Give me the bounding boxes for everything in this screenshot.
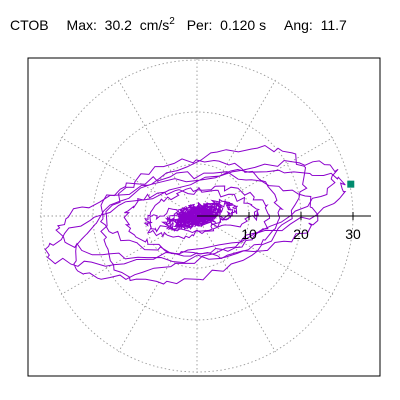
max-value: 30.2 (104, 17, 132, 33)
grid-spoke-60 (196, 79, 276, 217)
tick-label-30: 30 (345, 226, 361, 242)
max-amplitude-marker (347, 180, 355, 188)
orbit-segment (100, 158, 284, 285)
per-value: 0.120 s (220, 17, 267, 33)
motion-trace (44, 144, 347, 285)
orbit-segment (167, 201, 222, 232)
max-marker-layer (347, 180, 355, 188)
plot-frame (27, 57, 381, 377)
grid-spoke-300 (196, 215, 276, 353)
ang-value: 11.7 (320, 17, 347, 33)
ang-label: Ang: (284, 17, 313, 33)
tick-label-20: 20 (293, 226, 309, 242)
radial-axis (197, 212, 371, 220)
tick-labels: 10 20 30 (241, 226, 361, 242)
max-unit-base: cm/s (139, 17, 170, 33)
tick-label-10: 10 (241, 226, 257, 242)
orbit-segment (186, 206, 210, 225)
max-unit-exponent: 2 (169, 16, 175, 27)
max-label: Max: (66, 17, 97, 33)
orbit-segment (91, 171, 319, 264)
grid-spoke-150 (60, 137, 198, 217)
station-code: CTOB (10, 17, 49, 33)
orbit-segment (44, 144, 347, 281)
plot-header: CTOB Max: 30.2 cm/s2 Per: 0.120 s Ang: 1… (10, 16, 347, 33)
max-unit: cm/s2 (140, 16, 175, 33)
per-label: Per: (186, 17, 213, 33)
